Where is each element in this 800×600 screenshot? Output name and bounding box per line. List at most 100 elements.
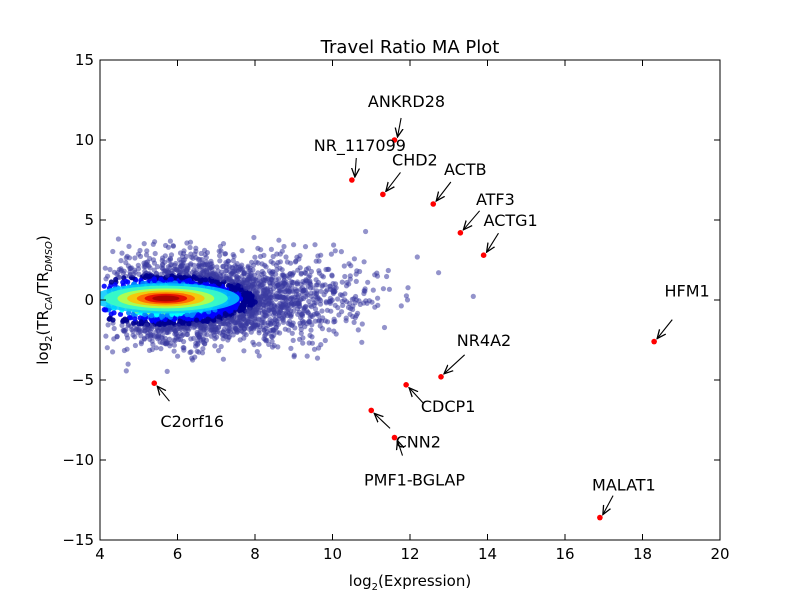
background-point — [300, 335, 306, 341]
gene-label: NR4A2 — [457, 331, 511, 350]
background-point — [130, 332, 136, 338]
x-tick-label: 16 — [555, 545, 574, 563]
background-point — [288, 279, 295, 285]
background-point — [154, 264, 161, 270]
background-point — [259, 268, 265, 275]
background-point — [279, 248, 285, 254]
background-point — [204, 318, 210, 324]
background-point — [326, 327, 332, 333]
y-tick-label: 5 — [84, 211, 94, 229]
background-point — [329, 272, 335, 278]
x-axis-ticks: 4 6 8 10 12 14 16 18 20 — [95, 60, 730, 563]
background-point — [252, 254, 258, 260]
background-point — [347, 311, 353, 317]
background-point — [108, 279, 114, 285]
background-point — [266, 301, 272, 307]
x-tick-label: 20 — [710, 545, 729, 563]
background-point — [303, 277, 309, 283]
gene-annotation-arrow — [487, 232, 499, 252]
background-point — [217, 330, 223, 336]
gene-label: CHD2 — [392, 150, 438, 169]
background-point — [294, 281, 301, 287]
background-point — [191, 274, 197, 280]
background-point — [199, 260, 205, 266]
background-point — [355, 327, 361, 333]
background-point — [253, 310, 260, 316]
background-point — [103, 276, 109, 282]
background-point — [148, 332, 154, 338]
background-point — [414, 254, 420, 260]
background-point — [322, 282, 328, 288]
background-point — [269, 334, 275, 340]
background-point — [226, 276, 232, 282]
background-point — [312, 290, 318, 296]
gene-label: ANKRD28 — [368, 92, 445, 111]
background-point — [181, 248, 187, 254]
background-point — [353, 278, 359, 284]
background-point — [295, 301, 301, 307]
background-point — [190, 357, 196, 363]
background-point — [243, 332, 249, 338]
background-point — [200, 318, 206, 324]
background-point — [222, 251, 228, 257]
y-tick-label: 0 — [84, 291, 94, 309]
background-point — [327, 295, 333, 301]
background-point — [284, 303, 290, 309]
y-axis-label-open: (TR — [34, 310, 52, 335]
background-point — [204, 269, 210, 275]
background-point — [315, 294, 321, 300]
background-point — [118, 258, 124, 264]
background-point — [131, 320, 137, 326]
background-point — [300, 340, 306, 346]
y-axis-label-close: ) — [34, 235, 52, 241]
background-point — [216, 248, 222, 254]
background-point — [372, 272, 378, 278]
background-point — [261, 302, 267, 308]
background-point — [158, 271, 164, 277]
background-point — [221, 326, 227, 333]
background-point — [262, 274, 268, 280]
gene-annotation-arrow — [355, 157, 356, 177]
highlighted-gene-point — [457, 230, 464, 236]
background-point — [142, 312, 148, 318]
background-point — [184, 316, 190, 322]
y-tick-label: 10 — [75, 131, 94, 149]
background-point — [232, 263, 238, 269]
background-point — [267, 317, 273, 323]
background-point — [328, 308, 334, 314]
y-axis-label-log: log — [34, 342, 52, 365]
background-point — [216, 348, 222, 354]
background-point — [166, 329, 172, 335]
background-point — [230, 258, 236, 264]
background-point — [188, 312, 194, 318]
background-point — [126, 322, 132, 328]
background-point — [167, 257, 173, 263]
background-point — [280, 303, 286, 309]
background-point — [316, 345, 322, 351]
background-point — [268, 246, 274, 252]
background-point — [229, 271, 235, 277]
background-point — [182, 326, 188, 332]
background-point — [137, 329, 143, 335]
gene-label: HFM1 — [665, 282, 710, 301]
background-point — [256, 353, 262, 359]
background-point — [188, 336, 194, 342]
background-point — [118, 266, 124, 272]
background-point — [138, 319, 144, 325]
background-point — [127, 315, 134, 321]
x-tick-label: 10 — [323, 545, 342, 563]
background-point — [362, 288, 368, 294]
y-tick-label: 15 — [75, 51, 94, 69]
x-axis-label-log: log — [349, 572, 372, 590]
y-axis-ticks: −15 −10 −5 0 5 10 15 — [62, 51, 720, 549]
background-point — [112, 282, 118, 288]
background-point — [212, 343, 218, 349]
background-point — [299, 311, 305, 317]
background-point — [232, 287, 239, 293]
background-point — [131, 271, 137, 278]
y-axis-label: log2(TRCA/TRDMSO) — [34, 235, 55, 365]
background-point — [233, 305, 239, 311]
background-point — [146, 347, 153, 353]
highlighted-gene-point — [391, 137, 398, 143]
